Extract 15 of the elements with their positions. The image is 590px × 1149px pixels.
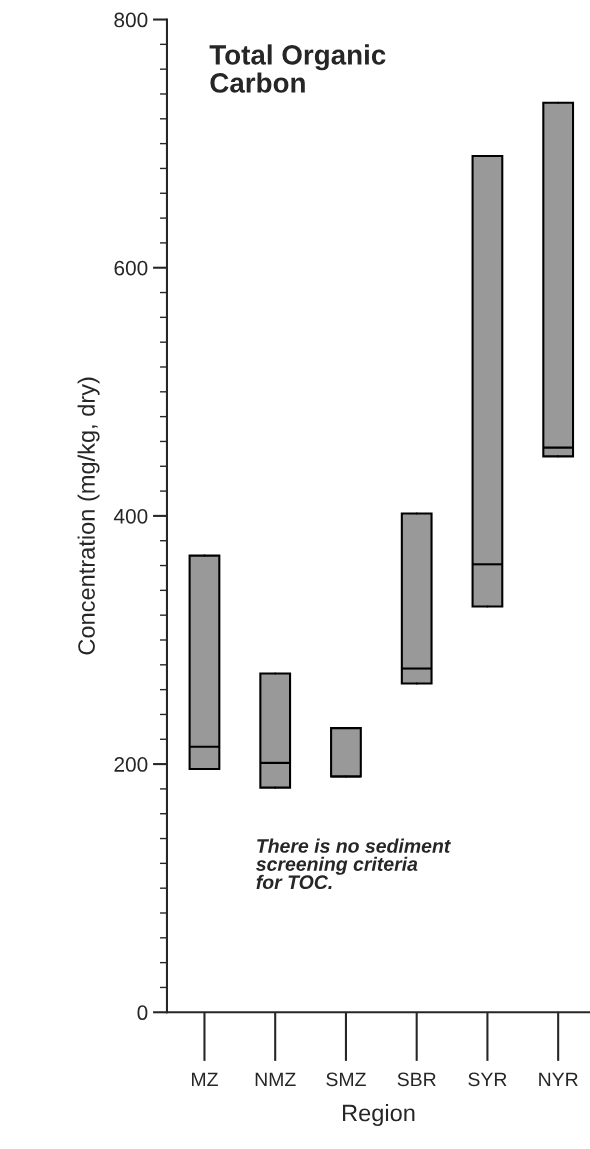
- y-tick-label: 800: [114, 12, 148, 28]
- y-tick-label: 600: [114, 260, 148, 276]
- y-tick-label: 0: [137, 1005, 148, 1021]
- x-tick-label: NMZ: [255, 1072, 296, 1087]
- y-axis-title: Concentration (mg/kg, dry): [77, 377, 100, 655]
- x-tick-label: SBR: [397, 1072, 436, 1087]
- x-tick-label: NYR: [539, 1072, 578, 1087]
- y-tick-label: 200: [114, 757, 148, 772]
- text: Total Organic Carbon: [209, 44, 386, 93]
- x-tick-label: SMZ: [326, 1072, 366, 1087]
- x-tick-label: SYR: [468, 1072, 507, 1087]
- annotation: There is no sediment screening criteria for TOC.: [256, 838, 451, 890]
- x-axis-title: Region: [343, 1104, 415, 1127]
- y-tick-label: 400: [113, 508, 148, 524]
- x-tick-label: MZ: [192, 1072, 218, 1087]
